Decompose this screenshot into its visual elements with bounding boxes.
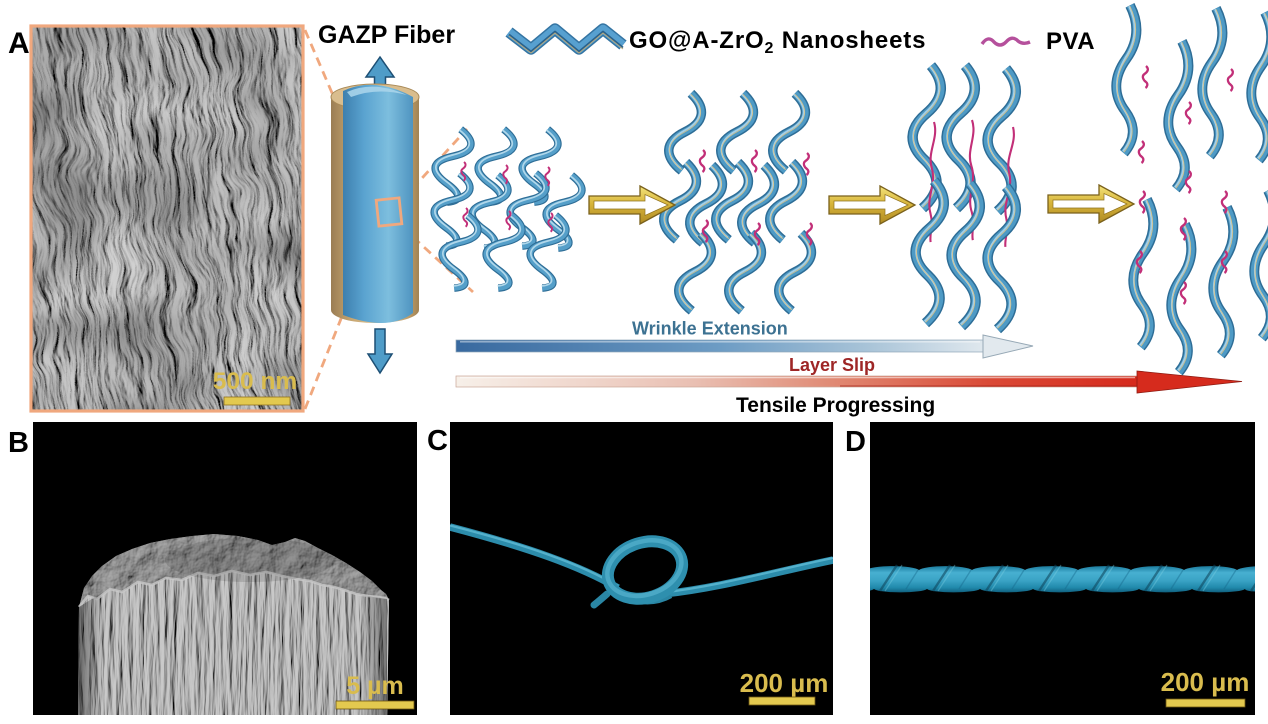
svg-text:GO@A-ZrO2 Nanosheets: GO@A-ZrO2 Nanosheets [629, 27, 926, 57]
svg-text:A: A [8, 27, 30, 60]
svg-text:200 µm: 200 µm [740, 668, 829, 698]
svg-text:Wrinkle Extension: Wrinkle Extension [632, 319, 788, 339]
svg-text:D: D [845, 426, 866, 458]
svg-text:Layer Slip: Layer Slip [789, 355, 875, 375]
svg-text:C: C [427, 425, 448, 457]
svg-text:5 µm: 5 µm [346, 672, 403, 700]
svg-text:500 nm: 500 nm [213, 368, 297, 395]
svg-text:B: B [8, 427, 29, 459]
svg-text:GAZP Fiber: GAZP Fiber [318, 21, 455, 49]
svg-text:Tensile Progressing: Tensile Progressing [736, 394, 935, 417]
svg-text:200 µm: 200 µm [1161, 667, 1250, 697]
svg-text:PVA: PVA [1046, 28, 1095, 55]
